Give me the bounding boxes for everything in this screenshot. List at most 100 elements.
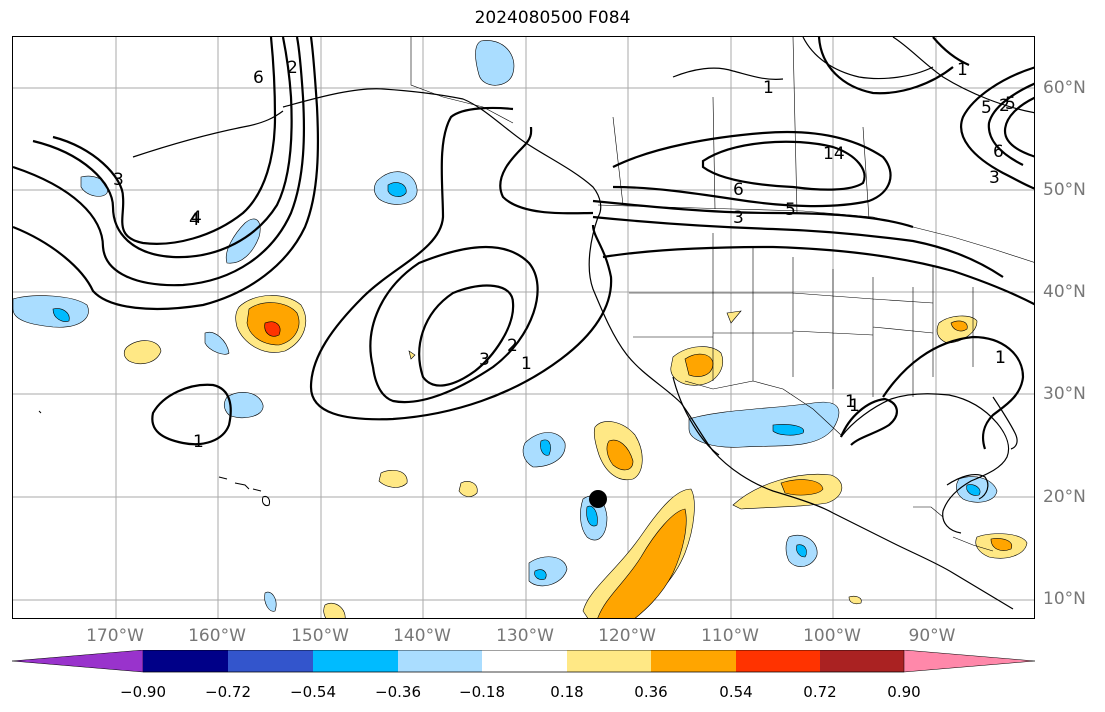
- shade-neg-far-west: [13, 295, 89, 328]
- colorbar-segment: [567, 650, 651, 672]
- coast-alaska: [282, 88, 602, 218]
- colorbar-extend-high: [903, 650, 1036, 673]
- contour-jet-1: [612, 130, 892, 208]
- contour-jet-2: [701, 140, 866, 191]
- contour-ne-canada-2: [932, 37, 970, 67]
- shade-pos-mid-pacific: [378, 470, 408, 488]
- contour-label: 1: [995, 348, 1006, 368]
- contour-east-3: [1003, 96, 1034, 158]
- contour-west-2: [32, 37, 293, 259]
- colorbar-segment: [398, 650, 482, 672]
- contour-label: 1: [521, 354, 532, 374]
- contour-label: 14: [823, 144, 845, 164]
- map-plot-area[interactable]: 1 2 3 4 5 6 1 2 3 1 1 6 5 3 1 1 2 3 4 5 …: [12, 36, 1035, 619]
- island-hawaii-4: [262, 496, 270, 506]
- colorbar-tick-label: −0.72: [205, 683, 251, 701]
- colorbar-tick-label: −0.18: [459, 683, 505, 701]
- contour-jet-3: [592, 199, 914, 229]
- shade-neg-hawaii-n: [223, 392, 264, 418]
- longitude-label: 120°W: [598, 626, 656, 646]
- height-contours: [13, 37, 1034, 450]
- colorbar-segment: [651, 650, 736, 672]
- contour-label: 5: [1005, 94, 1016, 114]
- positive-shading: [123, 295, 1028, 618]
- colorbar-tick-label: 0.90: [887, 683, 921, 701]
- contour-jet-5: [602, 245, 1034, 306]
- graticule: [13, 37, 1034, 618]
- coast-baja: [672, 376, 720, 456]
- contour-label: 6: [993, 142, 1004, 162]
- colorbar-segment: [736, 650, 820, 672]
- map-title: 2024080500 F084: [474, 8, 631, 28]
- coast-greenland-east: [892, 37, 1034, 114]
- contour-ridge-2: [499, 126, 594, 215]
- colorbar-segment: [313, 650, 398, 672]
- colorbar: [12, 650, 1036, 673]
- latitude-label: 20°N: [1043, 487, 1086, 507]
- contour-ridge-4: [369, 245, 539, 404]
- contour-hawaii-closed: [151, 383, 232, 446]
- shade-neg-gulf-alaska: [475, 40, 515, 86]
- storm-center-marker[interactable]: [589, 490, 607, 508]
- border-provinces: [612, 37, 870, 220]
- contour-label: 5: [981, 98, 992, 118]
- colorbar-tick-label: 0.54: [719, 683, 753, 701]
- coast-hudson: [802, 37, 934, 80]
- coast-gulf-mexico: [840, 393, 1010, 534]
- contour-label: 1: [193, 432, 204, 452]
- shade-neg-gulf-core: [966, 484, 981, 496]
- contour-label: 4: [191, 208, 202, 228]
- political-borders: [410, 37, 1034, 552]
- contour-ridge-3: [418, 284, 515, 387]
- shade-pos-west-small: [123, 340, 162, 364]
- border-central-america: [913, 506, 994, 552]
- contour-west-3: [13, 37, 306, 287]
- border-us-mexico: [684, 380, 842, 436]
- border-state-lines: [629, 233, 974, 397]
- shade-pos-mexico-coast-core: [780, 479, 824, 496]
- colorbar-tick-label: −0.90: [120, 683, 166, 701]
- contour-label: 1: [763, 78, 774, 98]
- contour-mexico: [839, 397, 898, 446]
- longitude-label: 90°W: [908, 626, 956, 646]
- colorbar-tick-label: 0.18: [550, 683, 584, 701]
- island-hawaii-2: [234, 482, 250, 490]
- contour-label: 1: [957, 60, 968, 80]
- longitude-label: 170°W: [86, 626, 144, 646]
- contour-label: 3: [989, 168, 1000, 188]
- latitude-label: 40°N: [1043, 282, 1086, 302]
- border-us-canada: [597, 204, 1034, 263]
- coast-aleutians: [132, 110, 284, 158]
- contour-label: 3: [479, 350, 490, 370]
- shade-neg-cat-2-core: [586, 505, 598, 527]
- shade-pos-tiny-1: [408, 350, 416, 360]
- coast-canada-north: [672, 67, 784, 80]
- coast-west-north-america: [588, 216, 1014, 610]
- longitude-label: 130°W: [496, 626, 554, 646]
- contour-label: 3: [733, 208, 744, 228]
- shade-pos-central-am-core: [990, 538, 1013, 551]
- contour-east-2: [987, 82, 1034, 166]
- coastlines: [132, 37, 1034, 610]
- contour-label: 4: [189, 210, 200, 230]
- shade-neg-small-1: [204, 331, 230, 355]
- shade-pos-mid-pacific-2: [458, 481, 478, 497]
- longitude-label: 100°W: [803, 626, 861, 646]
- shade-pos-sw-ca-core: [684, 353, 714, 377]
- shade-pos-long-plume-mid: [597, 508, 687, 618]
- colorbar-tick-label: 0.36: [634, 683, 668, 701]
- negative-shading: [13, 40, 998, 612]
- contour-ridge-outer: [309, 106, 613, 421]
- colorbar-segment: [228, 650, 313, 672]
- colorbar-tick-label: 0.72: [803, 683, 837, 701]
- island-pacific-dot: [38, 410, 42, 414]
- shade-pos-texas-tick: [726, 310, 742, 324]
- contour-ne-canada: [817, 37, 954, 95]
- contour-label: 1: [995, 348, 1006, 368]
- map-canvas: 1 2 3 4 5 6 1 2 3 1 1 6 5 3 1 1 2 3 4 5 …: [13, 37, 1034, 618]
- contour-west-1: [52, 37, 277, 245]
- colorbar-segment: [820, 650, 904, 672]
- contour-label: 2: [999, 96, 1010, 116]
- coast-yucatan: [946, 473, 989, 500]
- shade-neg-baja-band: [688, 401, 840, 448]
